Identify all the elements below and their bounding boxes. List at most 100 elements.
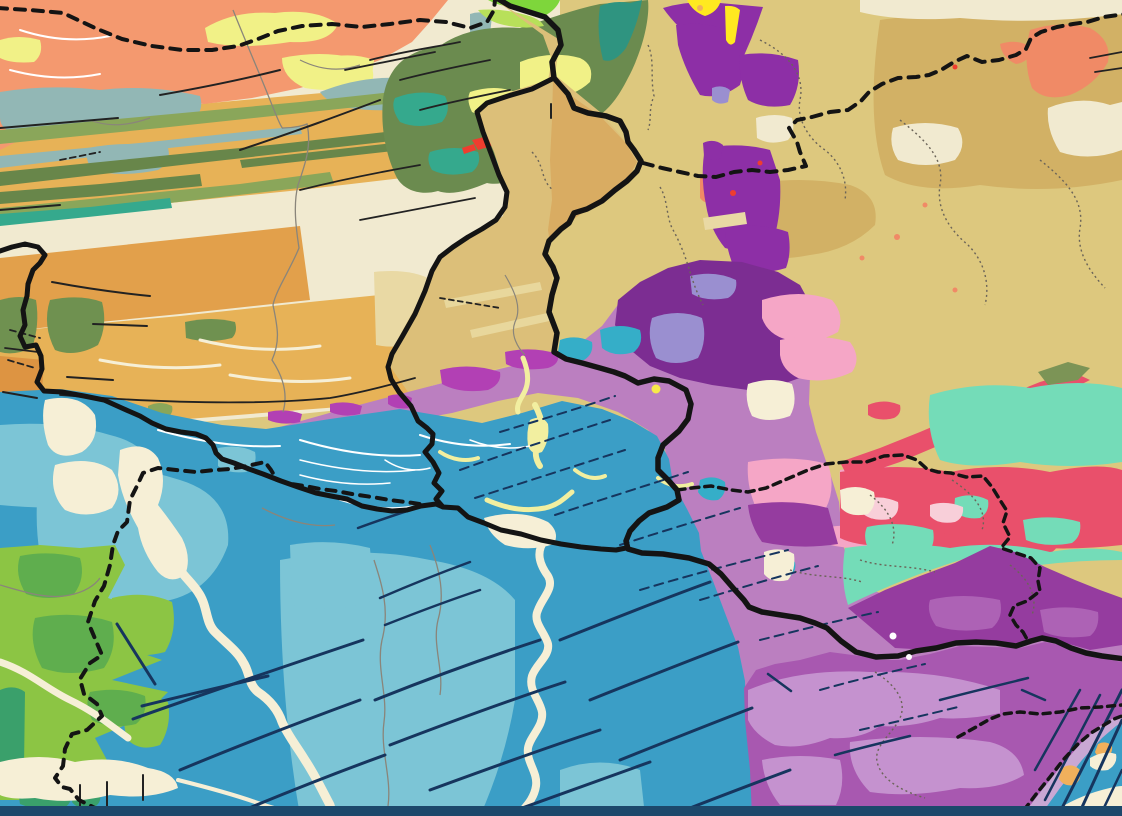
- layer-accent-dots: [651, 5, 958, 660]
- layer-tan-country: [387, 0, 640, 392]
- admin-line: [1009, 564, 1035, 616]
- geo-region: [0, 687, 25, 771]
- geo-region: [843, 544, 1122, 605]
- geo-region: [440, 366, 501, 392]
- admin-line: [531, 151, 554, 191]
- layer-orange-strip: [0, 356, 44, 394]
- vein: [484, 489, 575, 513]
- layer-admin-grey: [0, 9, 526, 807]
- geo-region: [676, 23, 744, 97]
- geo-region: [780, 336, 857, 381]
- lace-texture: [19, 29, 111, 41]
- admin-line: [504, 274, 526, 356]
- fault-line: [59, 151, 101, 161]
- river-valley: [43, 397, 97, 456]
- fault-line: [619, 507, 741, 546]
- layer-ne-cream: [756, 0, 1122, 165]
- geo-region: [600, 326, 642, 355]
- fault-line: [388, 680, 567, 747]
- fault-line: [459, 419, 611, 471]
- river: [514, 536, 554, 816]
- lake-dot: [906, 654, 912, 660]
- geo-region: [87, 689, 146, 727]
- geo-region: [739, 53, 799, 107]
- geo-region: [428, 148, 480, 175]
- vein: [438, 450, 480, 462]
- vein: [573, 468, 607, 480]
- admin-line: [0, 577, 101, 598]
- fault-line: [140, 674, 270, 708]
- layer-claw-khaki-sliver: [703, 212, 747, 230]
- admin-line: [759, 39, 847, 201]
- fault-line: [766, 672, 793, 693]
- lace-texture: [299, 439, 421, 457]
- fault-line: [499, 395, 616, 433]
- geo-region: [698, 477, 726, 501]
- mineral-dot: [757, 160, 763, 166]
- geo-region: [840, 486, 875, 516]
- vein: [515, 355, 531, 415]
- fault-line: [1033, 688, 1082, 772]
- border-line-dashed: [641, 12, 1122, 179]
- geo-region: [687, 0, 721, 16]
- stream: [98, 358, 222, 370]
- fault-line: [554, 471, 689, 516]
- geo-region: [762, 294, 841, 342]
- geo-region: [470, 312, 554, 338]
- border-line-main: [494, 0, 1122, 662]
- fault-line: [299, 164, 421, 191]
- mineral-dot: [697, 5, 703, 11]
- layer-fold-belt-tealgreen: [0, 198, 172, 226]
- geo-region: [746, 380, 795, 420]
- geo-region: [18, 553, 82, 598]
- fault-line: [115, 622, 157, 686]
- admin-line: [647, 44, 655, 131]
- lace-texture: [299, 474, 391, 485]
- border-line-dashed: [675, 453, 1042, 643]
- layer-olive-sliver: [1038, 362, 1090, 385]
- geo-region: [860, 0, 1122, 21]
- border-line-dashed: [956, 703, 1122, 739]
- layer-lilac: [748, 671, 1024, 805]
- fault-line: [59, 377, 416, 404]
- lace-texture: [299, 459, 416, 473]
- stream: [228, 373, 352, 384]
- geo-region: [0, 37, 42, 63]
- mineral-dot: [922, 202, 928, 208]
- layer-mint: [760, 383, 1122, 605]
- layer-olive-mass-tealdark: [598, 0, 642, 61]
- layer-bright-yellow: [687, 0, 740, 45]
- fault-line: [159, 69, 281, 96]
- lace-texture: [9, 69, 101, 79]
- lace-texture: [384, 459, 431, 471]
- admin-line: [869, 494, 895, 546]
- fault-line: [239, 99, 381, 151]
- layer-white-lace: [9, 29, 531, 509]
- geo-region: [598, 0, 642, 61]
- admin-line: [899, 119, 988, 306]
- geo-region: [109, 594, 174, 656]
- geo-region: [185, 319, 236, 341]
- layer-purple-se-light-patches: [928, 596, 1099, 638]
- fold-belt-stripe: [0, 84, 462, 144]
- admin-line: [89, 117, 151, 126]
- admin-line: [951, 479, 985, 531]
- geo-region: [0, 356, 44, 394]
- fault-line: [1089, 51, 1122, 59]
- geo-region: [865, 524, 934, 557]
- fault-line: [51, 281, 151, 297]
- layer-tan-streaks: [444, 282, 554, 338]
- border-line-dashed: [53, 460, 422, 812]
- bottom-edge-strip: [0, 806, 1122, 816]
- admin-line: [659, 186, 704, 306]
- geo-region: [505, 349, 559, 370]
- fault-line: [938, 676, 1030, 702]
- fault-line: [383, 588, 482, 627]
- geo-region: [560, 762, 645, 816]
- layer-salmon-strip: [0, 0, 448, 150]
- fault-line: [474, 449, 626, 499]
- layer-pale-yellow: [0, 11, 374, 95]
- border-line-southwest: [0, 241, 446, 514]
